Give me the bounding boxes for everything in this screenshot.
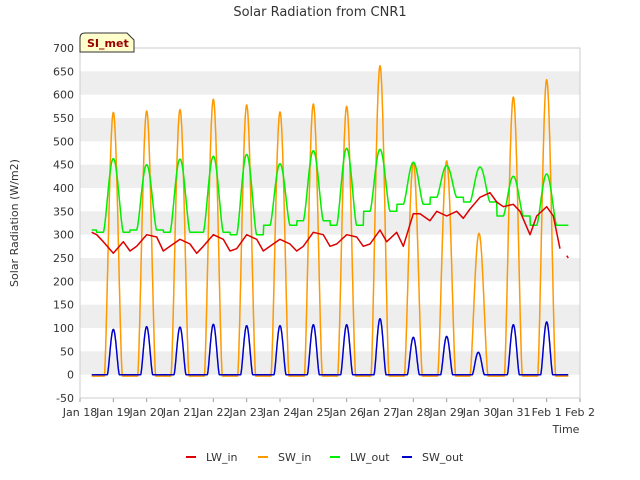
legend-label: LW_out <box>350 451 390 464</box>
chart-title: Solar Radiation from CNR1 <box>233 5 406 20</box>
x-tick-label: Jan 19 <box>95 406 130 419</box>
legend-label: SW_out <box>422 451 464 464</box>
x-tick-label: Jan 18 <box>62 406 97 419</box>
x-tick-label: Feb 1 <box>532 406 562 419</box>
y-tick-label: 450 <box>53 159 74 172</box>
series-line-lw-in <box>91 191 561 255</box>
y-tick-label: 350 <box>53 205 74 218</box>
plot-frame <box>79 47 581 399</box>
y-tick-label: 400 <box>53 182 74 195</box>
y-tick-label: 0 <box>67 369 74 382</box>
x-tick-label: Jan 24 <box>262 406 297 419</box>
legend: LW_in SW_in LW_out SW_out <box>186 451 464 464</box>
x-tick-label: Jan 28 <box>395 406 430 419</box>
legend-label: LW_in <box>206 451 238 464</box>
y-tick-label: 50 <box>60 345 74 358</box>
y-tick-label: 700 <box>53 42 74 55</box>
x-tick-label: Jan 26 <box>328 406 363 419</box>
y-tick-label: -50 <box>56 392 74 405</box>
x-axis-label: Time <box>552 423 580 436</box>
y-tick-label: 100 <box>53 322 74 335</box>
y-tick-label: 500 <box>53 135 74 148</box>
x-tick-label: Jan 22 <box>195 406 230 419</box>
y-tick-label: 550 <box>53 112 74 125</box>
badge: SI_met <box>79 32 135 53</box>
y-tick-label: 200 <box>53 275 74 288</box>
series-line-sw-out <box>91 317 569 376</box>
grid-band <box>80 71 580 95</box>
badge-shape <box>79 32 135 53</box>
x-tick-label: Jan 29 <box>428 406 463 419</box>
series-line-lw-out <box>91 147 569 236</box>
y-axis-ticks: -50 0 50 100 150 200 250 300 350 400 450 500 550 600 6… <box>53 42 74 405</box>
y-tick-label: 650 <box>53 65 74 78</box>
x-tick-label: Jan 27 <box>362 406 397 419</box>
grid-band <box>80 258 580 282</box>
x-tick-label: Jan 30 <box>462 406 497 419</box>
legend-label: SW_in <box>278 451 311 464</box>
x-tick-label: Jan 20 <box>128 406 163 419</box>
x-tick-label: Feb 2 <box>565 406 595 419</box>
x-tick-label: Jan 23 <box>228 406 263 419</box>
x-tick-label: Jan 25 <box>295 406 330 419</box>
y-tick-label: 600 <box>53 89 74 102</box>
badge-label: SI_met <box>87 37 129 50</box>
series-line-lw-in-end <box>566 255 569 259</box>
y-axis-label: Solar Radiation (W/m2) <box>8 159 21 287</box>
y-tick-label: 250 <box>53 252 74 265</box>
x-tick-label: Jan 21 <box>162 406 197 419</box>
grid-band <box>80 118 580 142</box>
x-tick-label: Jan 31 <box>495 406 530 419</box>
y-tick-label: 300 <box>53 229 74 242</box>
grid-band <box>80 304 580 328</box>
y-tick-label: 150 <box>53 299 74 312</box>
grid-band <box>80 164 580 188</box>
series-lines <box>91 64 569 377</box>
